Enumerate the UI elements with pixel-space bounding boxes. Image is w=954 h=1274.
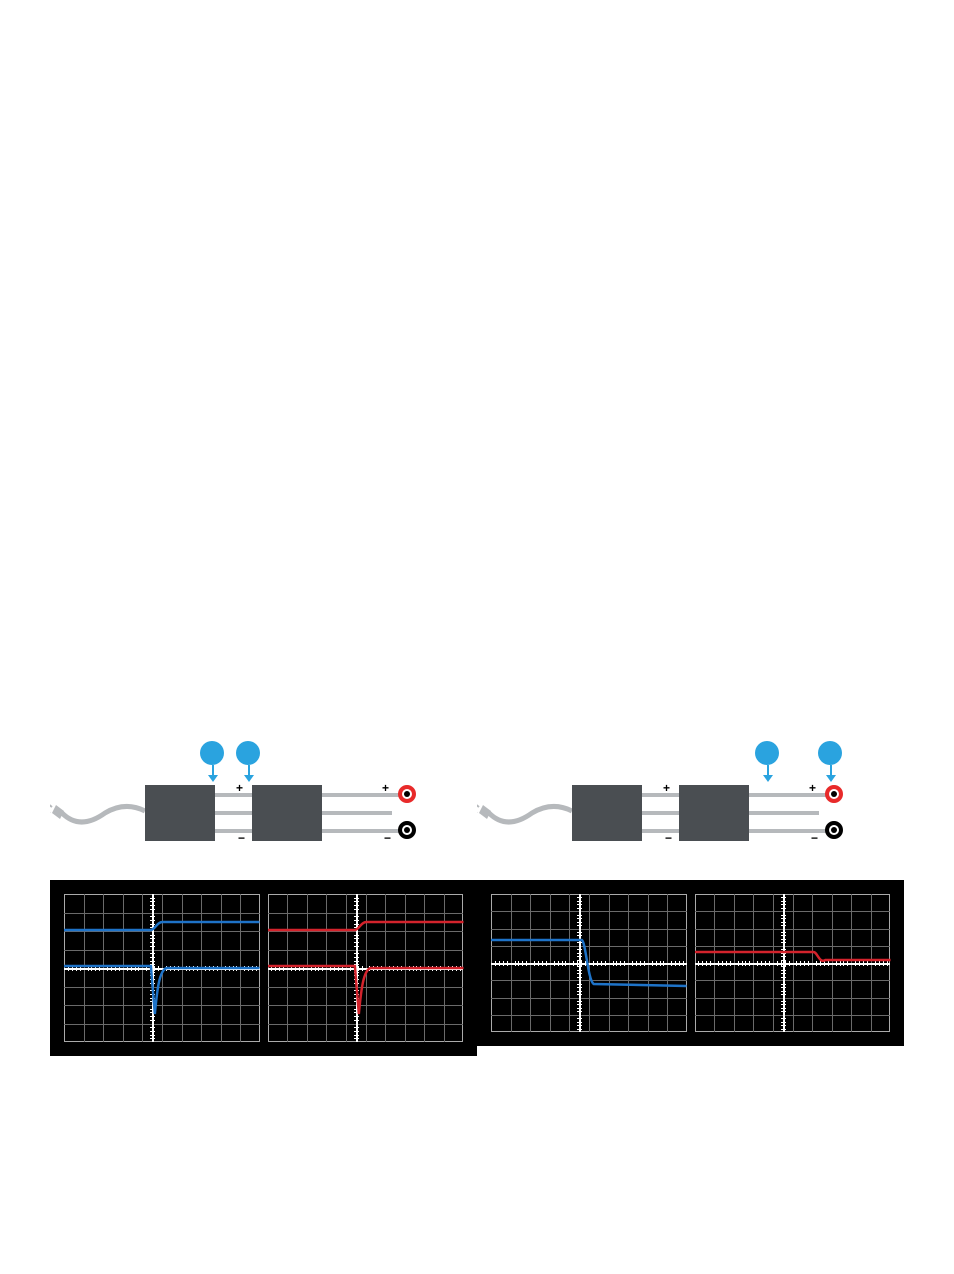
probe-arrow-2	[818, 741, 844, 782]
sign-plus-mid: +	[663, 781, 670, 795]
circuit-left: + − + −	[50, 745, 430, 855]
right-scope-container	[477, 880, 904, 1056]
wire-mid-mid	[642, 811, 679, 815]
wire-out-mid	[749, 811, 819, 815]
right-circuit-container: + − + −	[477, 745, 904, 855]
scope-frame-left	[50, 880, 477, 1056]
sign-plus-mid: +	[236, 781, 243, 795]
terminal-negative	[825, 821, 843, 839]
wire-mid-top	[215, 793, 252, 797]
wire-out-mid	[322, 811, 392, 815]
terminal-negative	[398, 821, 416, 839]
sign-minus-mid: −	[665, 831, 672, 845]
power-plug-icon	[50, 783, 150, 843]
sign-minus-out: −	[384, 831, 391, 845]
left-circuit-container: + − + −	[50, 745, 477, 855]
sign-minus-out: −	[811, 831, 818, 845]
scope-screen-left-blue	[64, 894, 260, 1042]
module-box-1	[145, 785, 215, 841]
scope-screen-right-red	[695, 894, 891, 1032]
scope-row	[0, 880, 954, 1056]
wire-mid-mid	[215, 811, 252, 815]
sign-plus-out: +	[809, 781, 816, 795]
wire-mid-bot	[642, 829, 679, 833]
sign-minus-mid: −	[238, 831, 245, 845]
scope-screen-right-blue	[491, 894, 687, 1032]
scope-screen-left-red	[268, 894, 464, 1042]
terminal-positive	[398, 785, 416, 803]
power-plug-icon	[477, 783, 577, 843]
scope-frame-right	[477, 880, 904, 1046]
probe-arrow-1	[200, 741, 226, 782]
probe-arrow-2	[236, 741, 262, 782]
left-scope-container	[50, 880, 477, 1056]
circuit-right: + − + −	[477, 745, 857, 855]
sign-plus-out: +	[382, 781, 389, 795]
probe-arrow-1	[755, 741, 781, 782]
terminal-positive	[825, 785, 843, 803]
module-box-2	[679, 785, 749, 841]
module-box-2	[252, 785, 322, 841]
diagram-row: + − + −	[0, 745, 954, 855]
module-box-1	[572, 785, 642, 841]
wire-mid-top	[642, 793, 679, 797]
wire-mid-bot	[215, 829, 252, 833]
